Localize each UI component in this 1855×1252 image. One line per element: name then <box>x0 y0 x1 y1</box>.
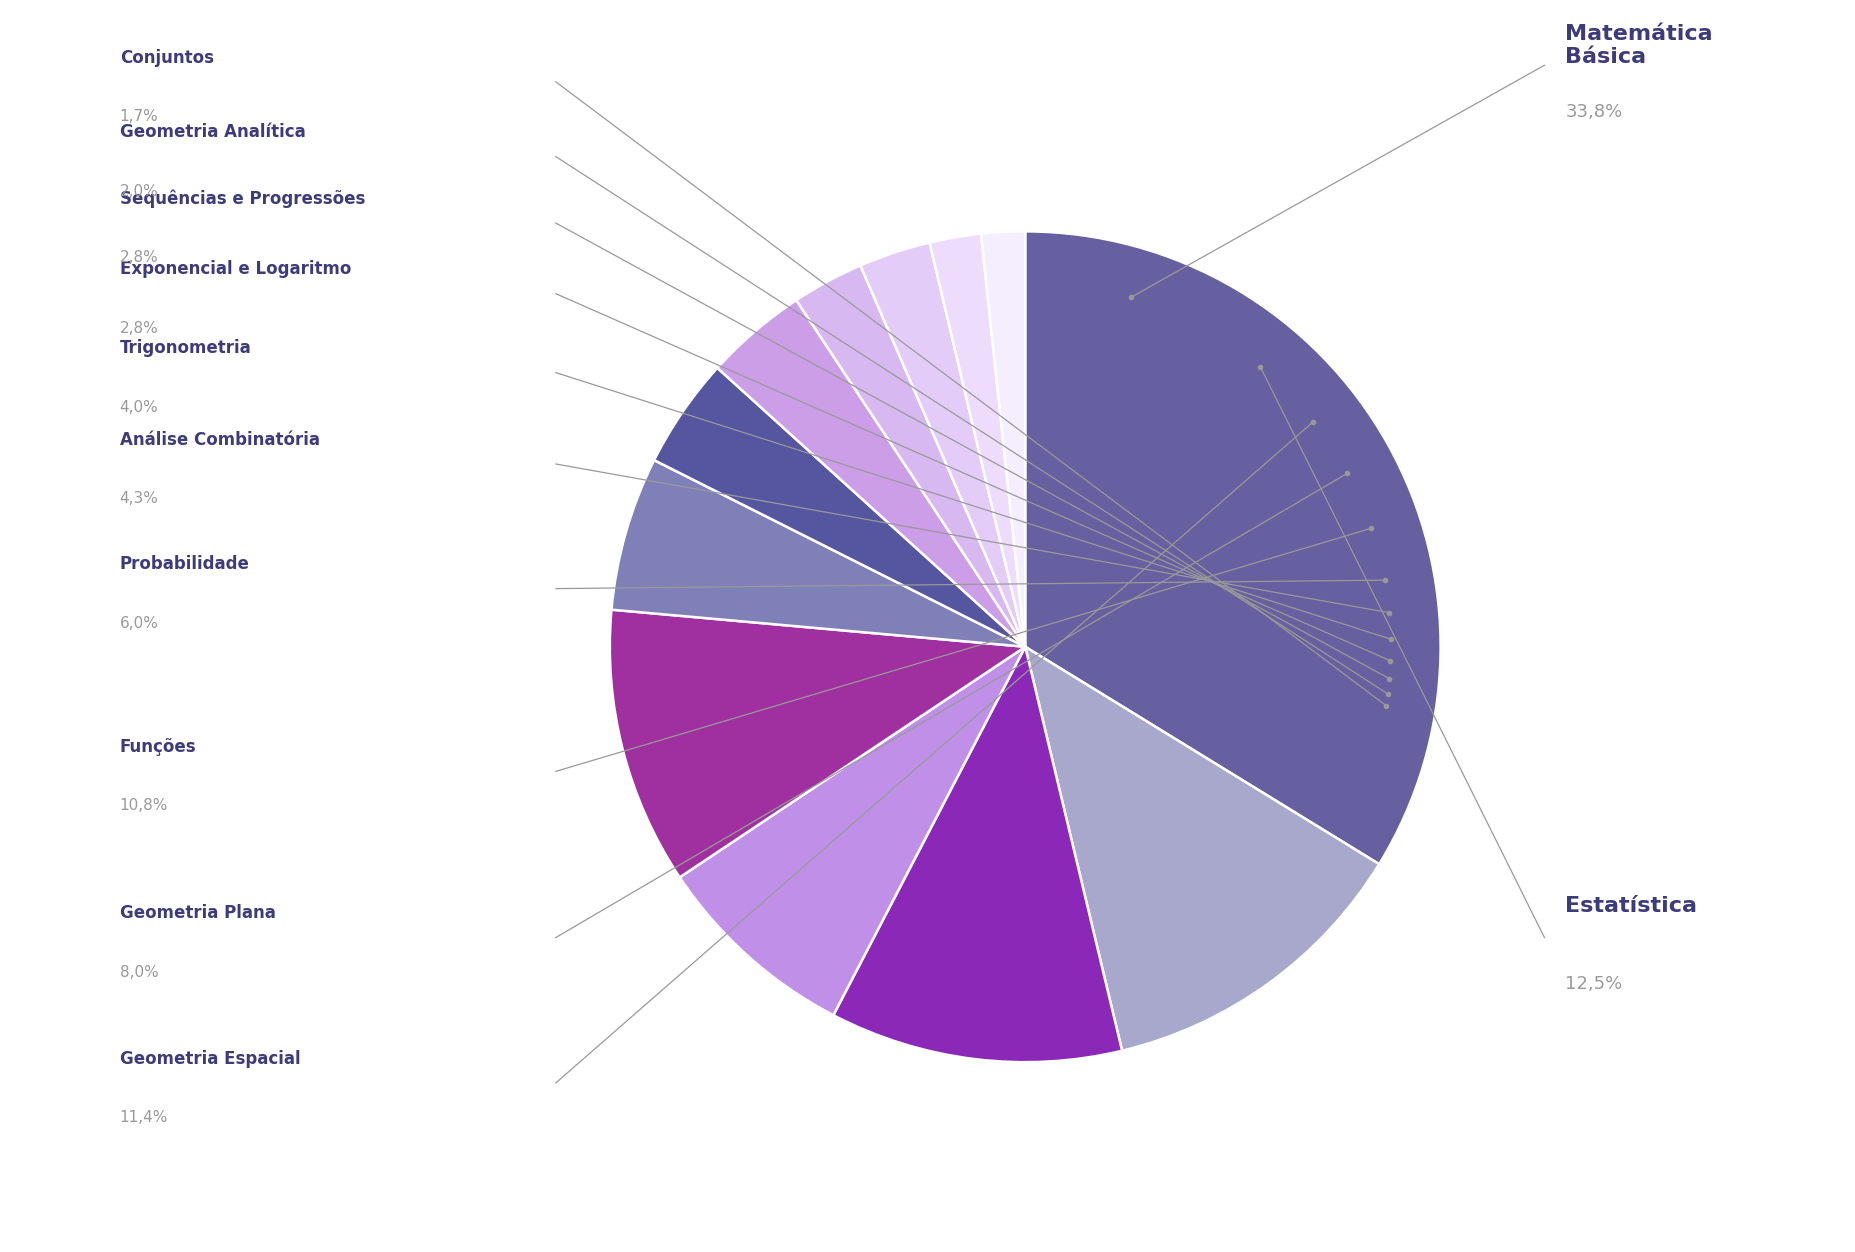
Text: Trigonometria: Trigonometria <box>119 339 250 357</box>
Wedge shape <box>610 459 1024 647</box>
Text: 33,8%: 33,8% <box>1564 103 1621 120</box>
Text: Geometria Analítica: Geometria Analítica <box>119 124 306 141</box>
Text: 1,7%: 1,7% <box>119 109 158 124</box>
Text: Conjuntos: Conjuntos <box>119 49 213 66</box>
Text: 6,0%: 6,0% <box>119 616 158 631</box>
Text: 12,5%: 12,5% <box>1564 975 1621 993</box>
Wedge shape <box>929 234 1024 647</box>
Text: Geometria Plana: Geometria Plana <box>119 904 275 923</box>
Text: Matemática
Básica: Matemática Básica <box>1564 24 1712 66</box>
Text: MATEMÁTICA: MATEMÁTICA <box>30 513 85 939</box>
Wedge shape <box>1024 647 1378 1050</box>
Text: Estatística: Estatística <box>1564 896 1695 916</box>
Text: 2,0%: 2,0% <box>119 184 158 199</box>
Wedge shape <box>610 610 1024 878</box>
Text: Probabilidade: Probabilidade <box>119 556 249 573</box>
Text: Exponencial e Logaritmo: Exponencial e Logaritmo <box>119 260 351 278</box>
Wedge shape <box>833 647 1122 1062</box>
Text: 10,8%: 10,8% <box>119 799 169 814</box>
Wedge shape <box>981 232 1024 647</box>
Text: 4,0%: 4,0% <box>119 399 158 414</box>
Wedge shape <box>796 265 1024 647</box>
Wedge shape <box>1024 232 1439 864</box>
Wedge shape <box>679 647 1024 1015</box>
Wedge shape <box>861 243 1024 647</box>
Text: 8,0%: 8,0% <box>119 964 158 979</box>
Text: Análise Combinatória: Análise Combinatória <box>119 431 319 448</box>
Wedge shape <box>653 368 1024 647</box>
Text: 2,8%: 2,8% <box>119 250 158 265</box>
Wedge shape <box>716 300 1024 647</box>
Text: Geometria Espacial: Geometria Espacial <box>119 1049 301 1068</box>
Text: Sequências e Progressões: Sequências e Progressões <box>119 190 365 208</box>
Text: Funções: Funções <box>119 739 197 756</box>
Text: 2,8%: 2,8% <box>119 321 158 336</box>
Text: 11,4%: 11,4% <box>119 1111 169 1126</box>
Text: 4,3%: 4,3% <box>119 491 158 506</box>
